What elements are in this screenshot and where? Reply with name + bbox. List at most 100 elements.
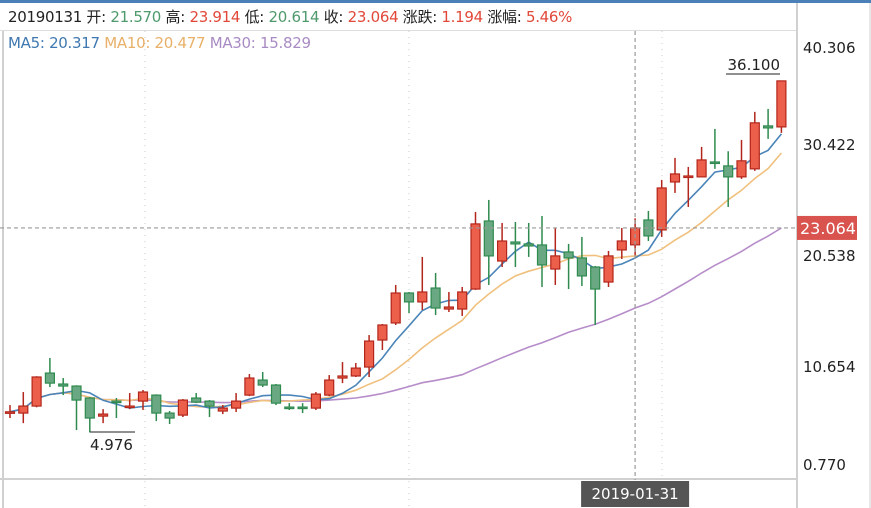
candle-30	[403, 291, 415, 314]
candle-32	[430, 272, 441, 316]
candle-body	[616, 240, 627, 251]
y-tick-label: 40.306	[803, 39, 856, 57]
candle-33	[443, 291, 454, 312]
candle-body	[457, 291, 468, 310]
crosshair-date-badge	[581, 481, 690, 507]
close-value: 23.064	[347, 8, 399, 26]
candle-58	[776, 80, 787, 133]
pct-value: 5.46%	[525, 8, 573, 26]
candle-body	[137, 391, 149, 402]
candle-26	[350, 362, 361, 378]
candle-body	[576, 257, 588, 277]
ohlc-info-bar: 20190131 开: 21.570 高: 23.914 低: 20.614 收…	[0, 3, 797, 31]
candle-body	[669, 173, 681, 183]
candle-body	[683, 175, 694, 179]
candle-9	[124, 393, 135, 410]
candle-21	[284, 403, 295, 411]
candle-body	[284, 406, 295, 410]
candle-52	[696, 146, 707, 178]
candle-body	[709, 161, 721, 165]
info-date: 20190131	[8, 8, 82, 26]
candle-body	[563, 251, 574, 259]
change-value: 1.194	[441, 8, 483, 26]
low-label: 低:	[244, 8, 265, 26]
candle-body	[350, 367, 361, 377]
candle-body	[204, 400, 215, 407]
crosshair-price-badge	[797, 215, 857, 240]
candle-1	[18, 392, 29, 424]
candle-body	[470, 223, 481, 290]
candle-body	[71, 385, 82, 401]
candle-body	[723, 165, 734, 178]
y-tick-label: 30.422	[803, 136, 856, 154]
candle-body	[337, 375, 348, 379]
candle-body	[111, 400, 122, 404]
y-tick-label: 20.538	[803, 247, 856, 265]
candle-44	[590, 265, 601, 325]
candle-body	[364, 340, 375, 368]
candle-51	[683, 166, 694, 207]
candle-35	[470, 211, 481, 290]
candle-body	[18, 405, 29, 414]
candle-body	[417, 291, 428, 303]
candle-31	[417, 256, 428, 310]
candle-body	[550, 255, 561, 270]
candle-50	[669, 157, 681, 193]
candle-body	[191, 397, 202, 403]
candle-body	[590, 266, 601, 290]
candle-body	[310, 393, 321, 409]
candle-body	[390, 292, 401, 324]
candle-body	[257, 379, 268, 386]
candle-body	[164, 412, 175, 419]
legend-ma5: MA5: 20.317	[8, 34, 100, 52]
candle-37	[497, 223, 508, 267]
candle-body	[377, 324, 388, 341]
legend-ma10: MA10: 20.477	[104, 34, 206, 52]
high-value: 23.914	[189, 8, 241, 26]
candle-41	[550, 227, 561, 285]
candle-body	[231, 400, 242, 409]
candle-body	[510, 241, 521, 245]
candle-body	[44, 372, 56, 384]
candle-29	[390, 284, 401, 325]
candle-body	[736, 160, 747, 178]
candle-18	[244, 374, 255, 397]
candle-body	[776, 80, 787, 128]
crosshair-date-label: 2019-01-31	[592, 485, 679, 503]
candle-body	[177, 399, 188, 416]
candle-body	[603, 255, 614, 283]
candle-34	[457, 287, 468, 316]
candle-body	[151, 394, 162, 414]
candle-body	[324, 379, 335, 396]
candle-body	[443, 306, 454, 310]
candle-46	[616, 227, 627, 259]
candle-38	[510, 221, 521, 267]
candle-45	[603, 250, 614, 288]
candle-14	[191, 393, 202, 404]
candle-19	[257, 372, 268, 388]
ma-legend: MA5: 20.317 MA10: 20.477 MA30: 15.829	[8, 34, 311, 52]
candle-15	[204, 400, 215, 418]
candle-10	[137, 390, 149, 411]
legend-ma30: MA30: 15.829	[209, 34, 311, 52]
ma5-line	[9, 133, 783, 413]
candle-2	[31, 376, 42, 408]
candle-body	[270, 384, 282, 404]
candle-body	[244, 377, 255, 396]
candle-body	[84, 397, 95, 419]
candle-3	[44, 358, 56, 388]
candle-48	[643, 210, 654, 241]
candle-5	[71, 385, 82, 431]
crosshair-price-label: 23.064	[800, 219, 856, 238]
high-label: 高:	[165, 8, 186, 26]
candle-20	[270, 384, 282, 406]
candle-body	[749, 122, 760, 170]
candle-40	[536, 216, 548, 288]
low-value: 20.614	[268, 8, 320, 26]
candle-body	[696, 159, 707, 178]
candle-39	[523, 223, 534, 257]
candle-body	[403, 292, 415, 303]
candle-body	[523, 243, 534, 247]
